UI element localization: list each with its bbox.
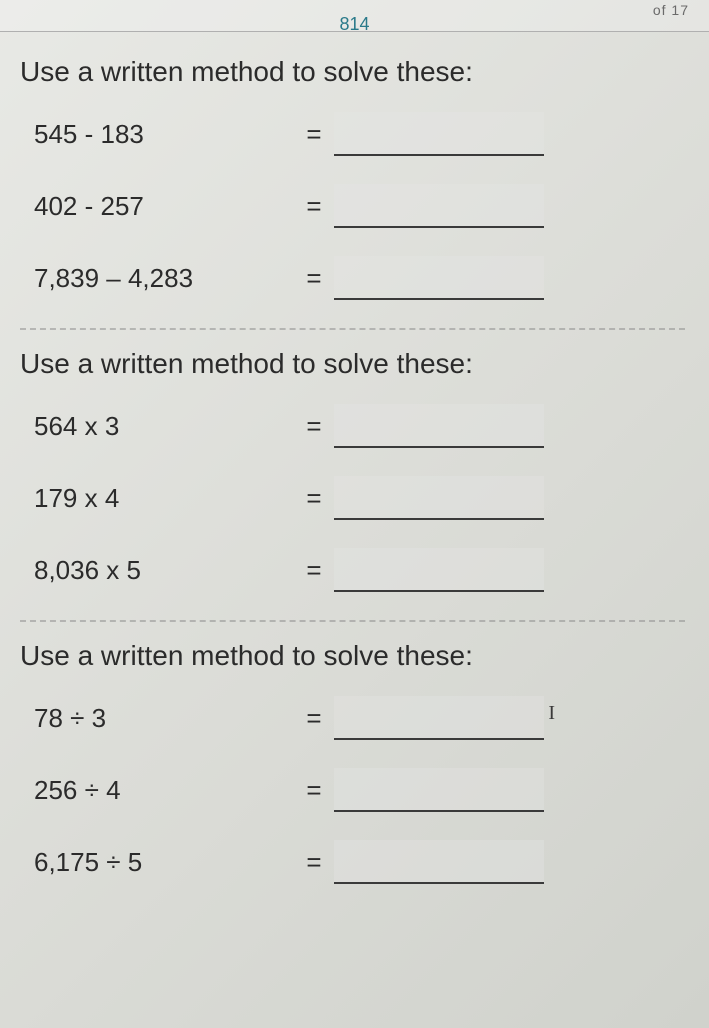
expression: 7,839 – 4,283 [34, 263, 294, 294]
problem-row: 7,839 – 4,283 = [20, 256, 685, 300]
equals-sign: = [294, 411, 334, 442]
answer-input[interactable] [334, 404, 544, 448]
equals-sign: = [294, 555, 334, 586]
answer-input[interactable] [334, 184, 544, 228]
problem-row: 564 x 3 = [20, 404, 685, 448]
section-divider [20, 328, 685, 330]
problem-row: 6,175 ÷ 5 = [20, 840, 685, 884]
expression: 256 ÷ 4 [34, 775, 294, 806]
problem-row: 78 ÷ 3 = I [20, 696, 685, 740]
problem-row: 545 - 183 = [20, 112, 685, 156]
section-division: Use a written method to solve these: 78 … [20, 640, 685, 884]
equals-sign: = [294, 703, 334, 734]
problem-row: 402 - 257 = [20, 184, 685, 228]
answer-input[interactable] [334, 112, 544, 156]
equals-sign: = [294, 483, 334, 514]
expression: 78 ÷ 3 [34, 703, 294, 734]
answer-input[interactable] [334, 548, 544, 592]
equals-sign: = [294, 263, 334, 294]
answer-input[interactable] [334, 476, 544, 520]
section-title: Use a written method to solve these: [20, 348, 685, 380]
worksheet-page: Use a written method to solve these: 545… [0, 32, 709, 884]
expression: 8,036 x 5 [34, 555, 294, 586]
equals-sign: = [294, 119, 334, 150]
equals-sign: = [294, 847, 334, 878]
section-divider [20, 620, 685, 622]
topbar: 814 of 17 [0, 0, 709, 32]
expression: 564 x 3 [34, 411, 294, 442]
answer-input[interactable] [334, 840, 544, 884]
problem-row: 256 ÷ 4 = [20, 768, 685, 812]
expression: 545 - 183 [34, 119, 294, 150]
expression: 402 - 257 [34, 191, 294, 222]
page-count-text: of 17 [653, 2, 689, 18]
expression: 6,175 ÷ 5 [34, 847, 294, 878]
answer-input[interactable] [334, 256, 544, 300]
answer-input[interactable] [334, 696, 544, 740]
expression: 179 x 4 [34, 483, 294, 514]
page-number-indicator: 814 [339, 14, 369, 35]
problem-row: 8,036 x 5 = [20, 548, 685, 592]
section-title: Use a written method to solve these: [20, 56, 685, 88]
equals-sign: = [294, 775, 334, 806]
problem-row: 179 x 4 = [20, 476, 685, 520]
section-subtraction: Use a written method to solve these: 545… [20, 56, 685, 300]
equals-sign: = [294, 191, 334, 222]
answer-input[interactable] [334, 768, 544, 812]
section-title: Use a written method to solve these: [20, 640, 685, 672]
text-cursor-icon: I [548, 702, 555, 725]
section-multiplication: Use a written method to solve these: 564… [20, 348, 685, 592]
